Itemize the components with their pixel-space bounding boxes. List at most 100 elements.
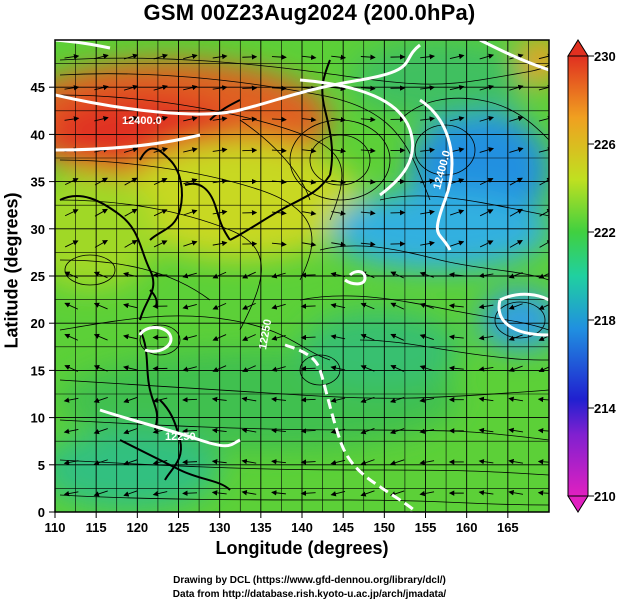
wind-arrow — [271, 427, 286, 434]
wind-arrow — [331, 179, 347, 185]
wind-arrow — [450, 209, 465, 216]
wind-arrow — [390, 333, 405, 341]
y-tick-label: 30 — [31, 222, 45, 237]
wind-arrow — [182, 397, 198, 403]
colorbar-tick-label: 222 — [594, 225, 616, 240]
colorbar-tick-label: 214 — [594, 401, 616, 416]
x-tick-label: 115 — [86, 520, 107, 535]
y-tick-label: 5 — [38, 458, 45, 473]
wind-arrow — [242, 271, 256, 279]
wind-arrow — [63, 428, 79, 434]
wind-arrow — [153, 178, 168, 186]
wind-arrow — [300, 459, 316, 465]
wind-arrow — [301, 116, 317, 123]
wind-arrow — [123, 53, 139, 60]
wind-arrow — [93, 459, 108, 466]
x-tick-label: 130 — [209, 520, 231, 535]
wind-arrow — [123, 147, 139, 153]
wind-arrow — [241, 458, 257, 465]
wind-arrow — [538, 273, 549, 279]
wind-arrow — [450, 240, 465, 247]
wind-arrow — [183, 209, 198, 216]
x-tick-label: 140 — [291, 520, 313, 535]
wind-arrow — [450, 178, 465, 185]
wind-arrow — [182, 303, 197, 310]
wind-arrow — [300, 272, 316, 278]
wind-arrow — [242, 85, 258, 91]
wind-arrow — [271, 241, 287, 247]
credit-data: Data from http://database.rish.kyoto-u.a… — [172, 589, 447, 600]
wind-arrow — [419, 271, 434, 278]
wind-arrow — [538, 147, 549, 153]
wind-arrow — [183, 178, 198, 185]
wind-arrow — [478, 335, 494, 341]
colorbar: 210 214 218 222 226 230 — [567, 39, 616, 513]
wind-arrow — [419, 459, 435, 466]
wind-arrow — [390, 365, 405, 372]
wind-arrow — [212, 53, 228, 60]
wind-arrow — [420, 178, 435, 184]
wind-arrow — [94, 53, 109, 60]
colorbar-tick-label: 210 — [594, 489, 616, 504]
wind-arrow — [419, 365, 434, 372]
wind-arrow — [539, 208, 549, 217]
wind-arrow — [211, 396, 227, 403]
wind-arrow — [182, 366, 197, 372]
wind-arrow — [94, 116, 109, 122]
y-axis: 0 5 10 15 20 25 30 35 40 45 — [31, 80, 55, 520]
wind-arrow — [271, 366, 286, 372]
wind-arrow — [538, 116, 549, 122]
wind-arrow — [271, 116, 287, 123]
wind-arrow — [212, 365, 227, 372]
wind-arrow — [509, 177, 523, 186]
wind-arrow — [123, 490, 138, 497]
wind-arrow — [64, 85, 80, 91]
wind-arrow — [301, 210, 317, 216]
wind-arrow — [539, 240, 549, 248]
wind-arrow — [508, 365, 523, 372]
wind-arrow — [271, 490, 286, 496]
wind-arrow — [420, 147, 435, 153]
wind-arrow — [420, 85, 435, 91]
wind-arrow — [152, 459, 168, 466]
wind-arrow — [93, 271, 108, 279]
wind-arrow — [301, 179, 317, 185]
colorbar-bottom-arrow — [567, 495, 589, 513]
wind-arrow — [241, 490, 257, 496]
wind-arrow — [183, 240, 198, 247]
wind-arrow — [63, 459, 79, 466]
wind-arrow — [271, 272, 286, 279]
wind-arrow — [271, 459, 286, 465]
wind-arrow — [182, 272, 197, 279]
wind-arrow — [360, 210, 376, 216]
wind-arrow — [212, 147, 228, 153]
wind-arrow — [182, 335, 197, 341]
wind-arrow — [123, 115, 139, 122]
wind-arrow — [271, 179, 287, 185]
wind-arrow — [508, 396, 524, 402]
wind-arrow — [331, 148, 347, 154]
wind-arrow — [330, 365, 346, 371]
wind-arrow — [509, 240, 523, 248]
x-tick-label: 145 — [332, 520, 354, 535]
wind-arrow — [271, 85, 287, 91]
wind-arrow — [212, 178, 228, 184]
wind-arrow — [94, 84, 109, 91]
colorbar-tick-label: 230 — [594, 49, 616, 64]
x-tick-label: 125 — [168, 520, 190, 535]
wind-arrow — [538, 53, 549, 60]
wind-arrow — [271, 210, 287, 216]
wind-arrow — [242, 365, 256, 372]
wind-arrow — [478, 427, 494, 434]
wind-arrow — [448, 303, 464, 309]
x-tick-label: 135 — [250, 520, 272, 535]
wind-arrow — [93, 397, 108, 404]
wind-arrow — [153, 84, 168, 91]
wind-arrow — [478, 366, 494, 372]
wind-arrow — [94, 208, 108, 217]
wind-arrow — [448, 365, 464, 371]
wind-arrow — [211, 427, 227, 434]
wind-arrow — [508, 458, 524, 465]
colorbar-tick-label: 226 — [594, 137, 616, 152]
wind-arrow — [64, 209, 79, 217]
